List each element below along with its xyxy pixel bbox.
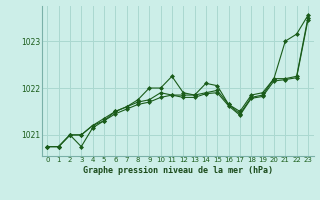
X-axis label: Graphe pression niveau de la mer (hPa): Graphe pression niveau de la mer (hPa) — [83, 166, 273, 175]
